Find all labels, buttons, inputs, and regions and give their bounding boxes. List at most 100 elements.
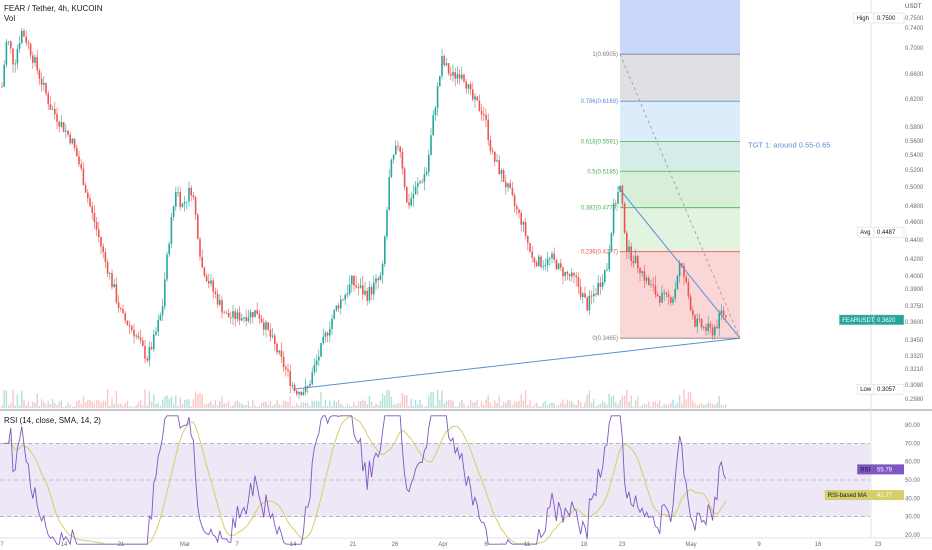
candle-body xyxy=(210,280,212,284)
candle-body xyxy=(302,392,305,396)
volume-bar xyxy=(538,405,540,408)
axis-marker xyxy=(856,226,905,238)
candle-body xyxy=(566,271,569,275)
candle-body xyxy=(386,210,388,237)
candle-body xyxy=(278,350,280,353)
candle-body xyxy=(298,391,300,395)
volume-bar xyxy=(694,403,696,408)
candle-body xyxy=(392,154,395,160)
rsi-marker-value: 55.79 xyxy=(877,467,893,473)
candle-body xyxy=(516,206,518,210)
candle-body xyxy=(564,271,566,277)
volume-bar xyxy=(650,406,652,408)
candle-body xyxy=(117,302,120,309)
volume-bar xyxy=(597,404,599,408)
candle-body xyxy=(463,74,465,82)
volume-bar xyxy=(133,406,135,408)
volume-bar xyxy=(287,402,289,408)
volume-bar xyxy=(654,401,657,408)
candle-body xyxy=(529,243,531,252)
fib-level-label: 1(0.6905) xyxy=(592,52,618,58)
candle-body xyxy=(584,293,586,298)
candle-body xyxy=(412,194,415,199)
candle-body xyxy=(661,292,663,303)
candle-body xyxy=(641,271,643,274)
volume-bar xyxy=(406,395,408,408)
volume-bar xyxy=(12,389,14,408)
volume-bar xyxy=(467,405,470,408)
volume-bar xyxy=(390,396,393,408)
volume-bar xyxy=(359,401,362,408)
rsi-marker-label: RSI-based MA xyxy=(828,493,867,499)
volume-bar xyxy=(247,401,250,408)
candle-body xyxy=(309,384,311,387)
candle-body xyxy=(579,286,582,297)
volume-bar xyxy=(445,400,448,408)
candle-body xyxy=(472,89,474,100)
price-tick-label: 0.4200 xyxy=(905,257,924,263)
volume-bar xyxy=(27,401,30,408)
volume-bar xyxy=(285,400,287,408)
candle-body xyxy=(346,293,349,295)
candle-body xyxy=(683,265,685,277)
volume-bar xyxy=(571,401,573,408)
volume-bar xyxy=(170,396,173,408)
volume-bar xyxy=(436,389,439,408)
candle-body xyxy=(225,312,228,314)
volume-bar xyxy=(434,406,437,408)
fib-level-label: 0.382(0.4779) xyxy=(581,206,618,212)
candle-body xyxy=(219,300,221,305)
volume-bar xyxy=(172,404,175,408)
candle-body xyxy=(43,82,45,85)
time-tick-label: Apr xyxy=(438,542,447,548)
volume-bar xyxy=(568,400,571,408)
candle-body xyxy=(100,236,102,247)
volume-bar xyxy=(698,404,701,408)
price-tick-label: 0.3900 xyxy=(905,287,924,293)
candle-body xyxy=(76,147,78,157)
time-tick-label: 18 xyxy=(581,542,588,548)
candle-body xyxy=(260,318,263,323)
candle-body xyxy=(199,238,201,257)
volume-bar xyxy=(716,402,718,408)
candle-body xyxy=(597,282,599,295)
candle-body xyxy=(368,286,371,301)
volume-bar xyxy=(144,389,146,408)
price-tick-label: 0.5000 xyxy=(905,185,924,191)
volume-bar xyxy=(579,401,582,408)
volume-bar xyxy=(364,400,366,408)
candle-body xyxy=(670,297,672,303)
volume-bar xyxy=(263,401,265,408)
volume-bar xyxy=(641,404,643,408)
candle-body xyxy=(621,185,624,204)
rsi-marker-label-box xyxy=(857,464,874,475)
candle-body xyxy=(716,326,718,329)
candle-body xyxy=(718,313,720,329)
candle-body xyxy=(652,284,654,286)
candle-body xyxy=(128,325,131,327)
candle-body xyxy=(232,311,234,318)
volume-bar xyxy=(60,400,63,408)
volume-bar xyxy=(159,405,162,408)
price-tick-label: 0.3320 xyxy=(905,354,924,360)
volume-bar xyxy=(463,402,465,408)
candle-body xyxy=(320,343,322,357)
volume-bar xyxy=(681,403,683,408)
candle-body xyxy=(667,294,670,298)
candle-body xyxy=(410,198,412,206)
candle-body xyxy=(38,70,41,79)
candle-body xyxy=(60,122,63,127)
volume-bar xyxy=(192,399,195,408)
rsi-tick-label: 30.00 xyxy=(905,515,921,521)
candle-body xyxy=(428,154,430,172)
candle-body xyxy=(276,344,278,353)
volume-bar xyxy=(533,404,536,408)
time-tick-label: May xyxy=(685,542,696,548)
candle-body xyxy=(478,100,481,111)
volume-bar xyxy=(498,396,500,408)
time-tick-label: 14 xyxy=(61,542,68,548)
volume-bar xyxy=(384,395,386,408)
candle-body xyxy=(192,195,195,198)
candle-body xyxy=(399,146,401,152)
volume-bar xyxy=(87,399,89,408)
